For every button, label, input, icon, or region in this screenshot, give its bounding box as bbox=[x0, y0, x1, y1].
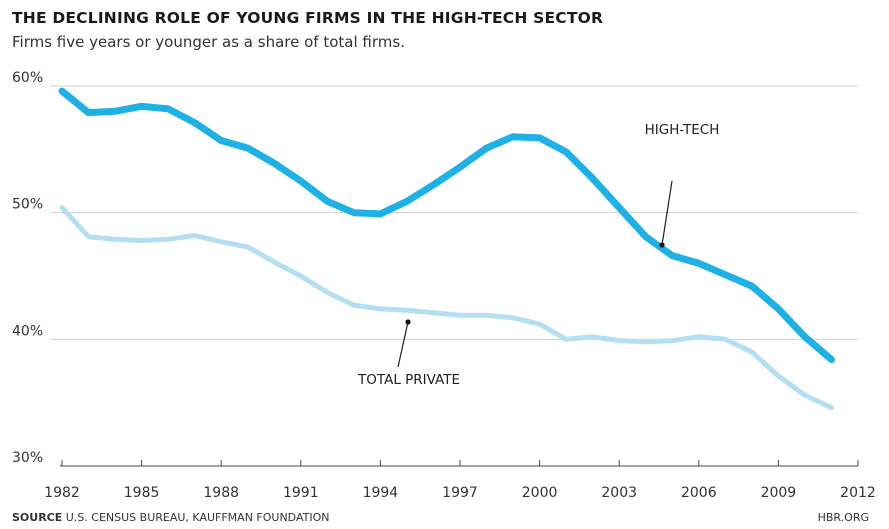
x-tick-label-2003: 2003 bbox=[601, 485, 637, 501]
annotation-label-total-private: TOTAL PRIVATE bbox=[357, 372, 460, 388]
chart-subtitle: Firms five years or younger as a share o… bbox=[12, 33, 405, 51]
x-tick-label-2009: 2009 bbox=[761, 485, 797, 501]
source-text: U.S. CENSUS BUREAU, KAUFFMAN FOUNDATION bbox=[65, 511, 330, 524]
series-line-total-private bbox=[59, 205, 834, 411]
chart-title: THE DECLINING ROLE OF YOUNG FIRMS IN THE… bbox=[12, 9, 604, 27]
credit-label: HBR.ORG bbox=[817, 511, 869, 524]
y-tick-label-60: 60% bbox=[12, 70, 43, 86]
annotation-dot-total-private bbox=[405, 319, 411, 325]
annotation-leader-total-private bbox=[397, 321, 409, 368]
grid-lines bbox=[50, 85, 858, 340]
annotation-dot-high-tech bbox=[659, 242, 665, 248]
x-tick-label-2006: 2006 bbox=[681, 485, 717, 501]
series-line-high-tech bbox=[58, 87, 835, 364]
x-tick-label-2012: 2012 bbox=[840, 485, 876, 501]
x-tick-label-1991: 1991 bbox=[283, 485, 319, 501]
y-tick-label-30: 30% bbox=[12, 450, 43, 466]
annotation-label-high-tech: HIGH-TECH bbox=[645, 122, 720, 138]
source-label: SOURCE bbox=[12, 511, 63, 524]
x-tick-label-1982: 1982 bbox=[44, 485, 80, 501]
x-tick-label-1985: 1985 bbox=[124, 485, 160, 501]
y-tick-label-50: 50% bbox=[12, 197, 43, 213]
x-tick-label-2000: 2000 bbox=[522, 485, 558, 501]
axes: 30% 40% 50% 60% 1982 1985 1988 1991 1994 1997 2000… bbox=[12, 70, 876, 501]
x-tick-label-1997: 1997 bbox=[442, 485, 478, 501]
y-tick-label-40: 40% bbox=[12, 323, 43, 339]
x-tick-label-1994: 1994 bbox=[363, 485, 399, 501]
x-tick-label-1988: 1988 bbox=[203, 485, 239, 501]
annotations: HIGH-TECH TOTAL PRIVATE bbox=[357, 122, 719, 388]
source-note: SOURCE U.S. CENSUS BUREAU, KAUFFMAN FOUN… bbox=[12, 511, 329, 524]
series-lines bbox=[58, 87, 835, 411]
annotation-leader-high-tech bbox=[661, 180, 673, 246]
